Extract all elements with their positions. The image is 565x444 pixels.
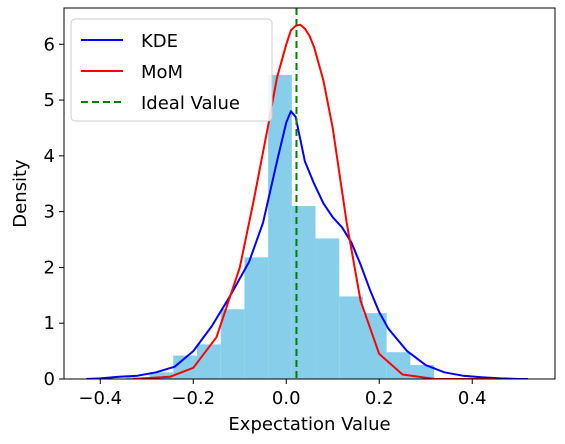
x-tick-label: −0.4 — [78, 388, 122, 409]
x-axis-label: Expectation Value — [228, 414, 390, 435]
histogram-bar — [244, 257, 269, 379]
histogram-bar — [362, 313, 387, 379]
legend-box — [70, 18, 273, 122]
mom-curve — [132, 23, 496, 379]
x-tick-label: −0.2 — [171, 388, 215, 409]
histogram-bar — [268, 74, 292, 379]
y-tick-label: 0 — [44, 369, 55, 390]
histogram-bar — [196, 344, 221, 379]
x-axis-ticks: −0.4 −0.2 0.0 0.2 0.4 — [78, 379, 487, 409]
histogram-bar — [291, 206, 316, 379]
x-tick-label: 0.4 — [458, 388, 487, 409]
y-axis-label: Density — [10, 159, 31, 228]
y-tick-label: 6 — [44, 34, 55, 55]
legend-label: MoM — [141, 62, 183, 83]
histogram-bar — [339, 296, 363, 379]
x-tick-label: 0.0 — [272, 388, 301, 409]
legend-label: Ideal Value — [141, 93, 240, 114]
y-axis-ticks: 0 1 2 3 4 5 6 — [44, 34, 64, 390]
legend: KDE MoM Ideal Value — [70, 18, 273, 122]
y-tick-label: 3 — [44, 202, 55, 223]
histogram-bar — [315, 238, 340, 379]
y-tick-label: 5 — [44, 90, 55, 111]
histogram-bar — [149, 372, 174, 379]
legend-label: KDE — [141, 31, 178, 52]
y-tick-label: 1 — [44, 313, 55, 334]
x-tick-label: 0.2 — [365, 388, 394, 409]
kde-curve — [86, 110, 528, 379]
y-tick-label: 4 — [44, 146, 55, 167]
histogram-bar — [386, 352, 411, 379]
axes-frame — [63, 7, 556, 380]
y-tick-label: 2 — [44, 257, 55, 278]
histogram-bar — [220, 309, 245, 379]
plot-area — [86, 8, 528, 379]
